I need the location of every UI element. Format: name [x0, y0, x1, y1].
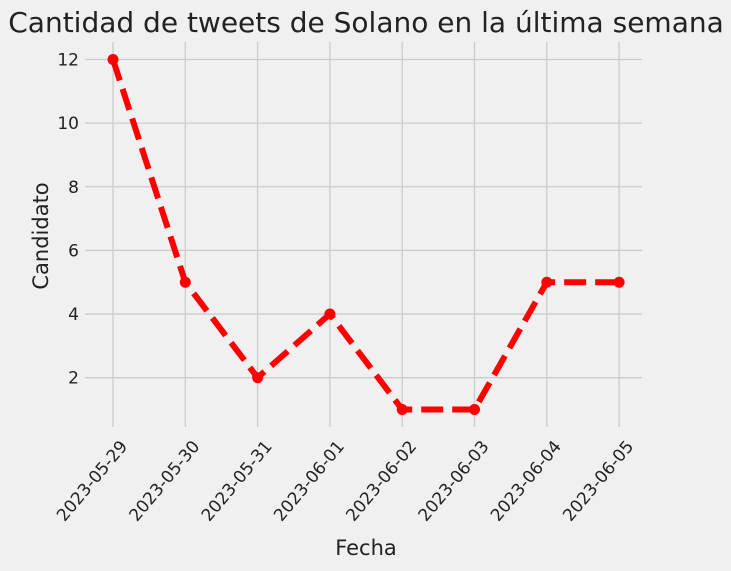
series-line: [110, 58, 620, 413]
x-tick-label: 2023-06-02: [342, 437, 421, 526]
y-axis-label: Candidato: [29, 182, 53, 289]
data-point: [613, 276, 625, 288]
data-point: [179, 276, 191, 288]
data-point: [107, 54, 119, 65]
y-tick-label: 4: [68, 305, 79, 325]
grid-lines: [85, 42, 642, 427]
x-tick-label: 2023-05-31: [198, 437, 277, 526]
data-point: [252, 372, 264, 384]
y-tick-label: 12: [57, 51, 79, 71]
x-tick-label: 2023-06-05: [559, 437, 638, 526]
x-tick-label: 2023-06-04: [487, 437, 566, 526]
x-tick-label: 2023-05-30: [125, 437, 204, 526]
y-tick-label: 6: [68, 241, 79, 261]
y-tick-label: 10: [57, 114, 79, 134]
x-tick-labels: 2023-05-292023-05-302023-05-312023-06-01…: [53, 437, 638, 526]
y-tick-label: 2: [68, 369, 79, 389]
x-tick-label: 2023-06-03: [415, 437, 494, 526]
data-points: [107, 54, 625, 415]
data-point: [541, 276, 553, 288]
chart-title: Cantidad de tweets de Solano en la últim…: [8, 6, 724, 39]
data-point: [396, 404, 408, 415]
x-tick-label: 2023-05-29: [53, 437, 132, 526]
x-axis-label: Fecha: [335, 536, 397, 560]
data-point: [469, 404, 480, 415]
data-point: [324, 308, 336, 320]
y-tick-label: 8: [68, 178, 79, 198]
y-tick-labels: 2 4 6 8 10 12: [57, 51, 79, 389]
x-tick-label: 2023-06-01: [270, 437, 349, 526]
